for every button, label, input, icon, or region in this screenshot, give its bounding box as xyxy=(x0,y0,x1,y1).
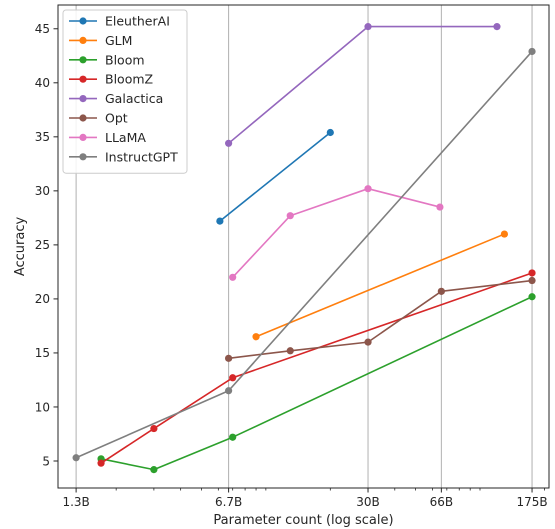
series-layer xyxy=(72,23,536,474)
y-tick-label: 15 xyxy=(35,346,50,360)
data-point xyxy=(528,269,536,277)
y-tick-label: 20 xyxy=(35,292,50,306)
legend-label: GLM xyxy=(105,33,132,48)
data-point xyxy=(229,433,237,441)
y-tick-label: 25 xyxy=(35,238,50,252)
legend-marker xyxy=(79,75,87,83)
legend-item: EleutherAI xyxy=(69,14,170,29)
data-point xyxy=(225,354,233,362)
series-bloom xyxy=(97,293,536,474)
legend-label: BloomZ xyxy=(105,72,153,87)
data-point xyxy=(150,424,158,433)
legend-marker xyxy=(79,56,87,64)
legend-label: LLaMA xyxy=(105,130,146,145)
x-tick-label: 175B xyxy=(516,495,547,509)
data-point xyxy=(436,203,444,211)
x-tick-label: 1.3B xyxy=(62,495,89,509)
legend-item: GLM xyxy=(69,33,132,48)
x-axis-label: Parameter count (log scale) xyxy=(213,513,393,528)
legend-item: InstructGPT xyxy=(69,149,178,164)
data-point xyxy=(225,139,233,147)
series-line xyxy=(100,296,533,471)
x-tick-label: 66B xyxy=(430,495,454,509)
legend-item: Opt xyxy=(69,111,128,126)
data-point xyxy=(252,333,260,341)
legend-item: BloomZ xyxy=(69,72,153,87)
legend-marker xyxy=(79,17,87,25)
y-tick-label: 5 xyxy=(42,454,50,468)
series-line xyxy=(100,272,533,464)
data-point xyxy=(500,230,508,238)
data-point xyxy=(528,293,536,301)
series-line xyxy=(255,233,505,338)
y-axis-label: Accuracy xyxy=(13,217,28,277)
y-tick-label: 35 xyxy=(35,130,50,144)
legend-marker xyxy=(79,153,87,161)
data-point xyxy=(493,23,501,31)
data-point xyxy=(229,273,237,281)
data-point xyxy=(364,185,372,193)
legend-box xyxy=(62,9,188,174)
data-point xyxy=(437,287,445,295)
series-galactica xyxy=(225,23,501,147)
data-point xyxy=(528,47,536,56)
data-point xyxy=(229,374,237,382)
series-instructgpt xyxy=(72,47,536,462)
data-point xyxy=(326,128,334,137)
series-line xyxy=(228,25,497,144)
data-point xyxy=(225,387,233,395)
y-tick-label: 30 xyxy=(35,184,50,198)
series-glm xyxy=(252,230,508,341)
x-tick-label: 6.7B xyxy=(215,495,242,509)
data-point xyxy=(286,347,294,355)
legend-label: Galactica xyxy=(105,91,163,106)
data-point xyxy=(216,217,224,225)
legend-item: Galactica xyxy=(69,91,163,106)
grid-layer xyxy=(75,5,533,488)
legend-label: Bloom xyxy=(105,52,145,67)
legend-label: Opt xyxy=(105,111,128,126)
axis-layer: 1.3B 6.7B 30B 66B 175B 5 10 15 20 25 30 35 40 45 xyxy=(35,22,548,509)
series-eleutherai xyxy=(216,128,334,225)
legend: EleutherAI GLM Bloom BloomZ Galactica Opt LLaM… xyxy=(62,9,188,174)
data-point xyxy=(286,212,294,220)
series-bloomz xyxy=(97,269,536,467)
series-line xyxy=(228,279,533,360)
data-point xyxy=(150,466,158,474)
legend-item: LLaMA xyxy=(69,130,146,145)
series-llama xyxy=(229,185,444,281)
plot-frame xyxy=(57,4,550,489)
y-tick-label: 10 xyxy=(35,400,50,414)
data-point xyxy=(72,454,80,462)
legend-label: InstructGPT xyxy=(105,149,178,164)
data-point xyxy=(364,338,372,346)
data-point xyxy=(364,23,372,31)
legend-marker xyxy=(79,95,87,103)
series-line xyxy=(232,187,441,278)
y-tick-label: 40 xyxy=(35,76,50,90)
series-line xyxy=(219,131,331,222)
data-point xyxy=(528,276,536,285)
legend-marker xyxy=(79,133,87,141)
legend-item: Bloom xyxy=(69,52,145,67)
series-opt xyxy=(225,276,536,362)
legend-label: EleutherAI xyxy=(105,14,170,29)
x-tick-label: 30B xyxy=(356,495,380,509)
legend-marker xyxy=(79,114,87,122)
y-tick-label: 45 xyxy=(35,22,50,36)
legend-marker xyxy=(79,36,87,45)
data-point xyxy=(97,459,105,467)
